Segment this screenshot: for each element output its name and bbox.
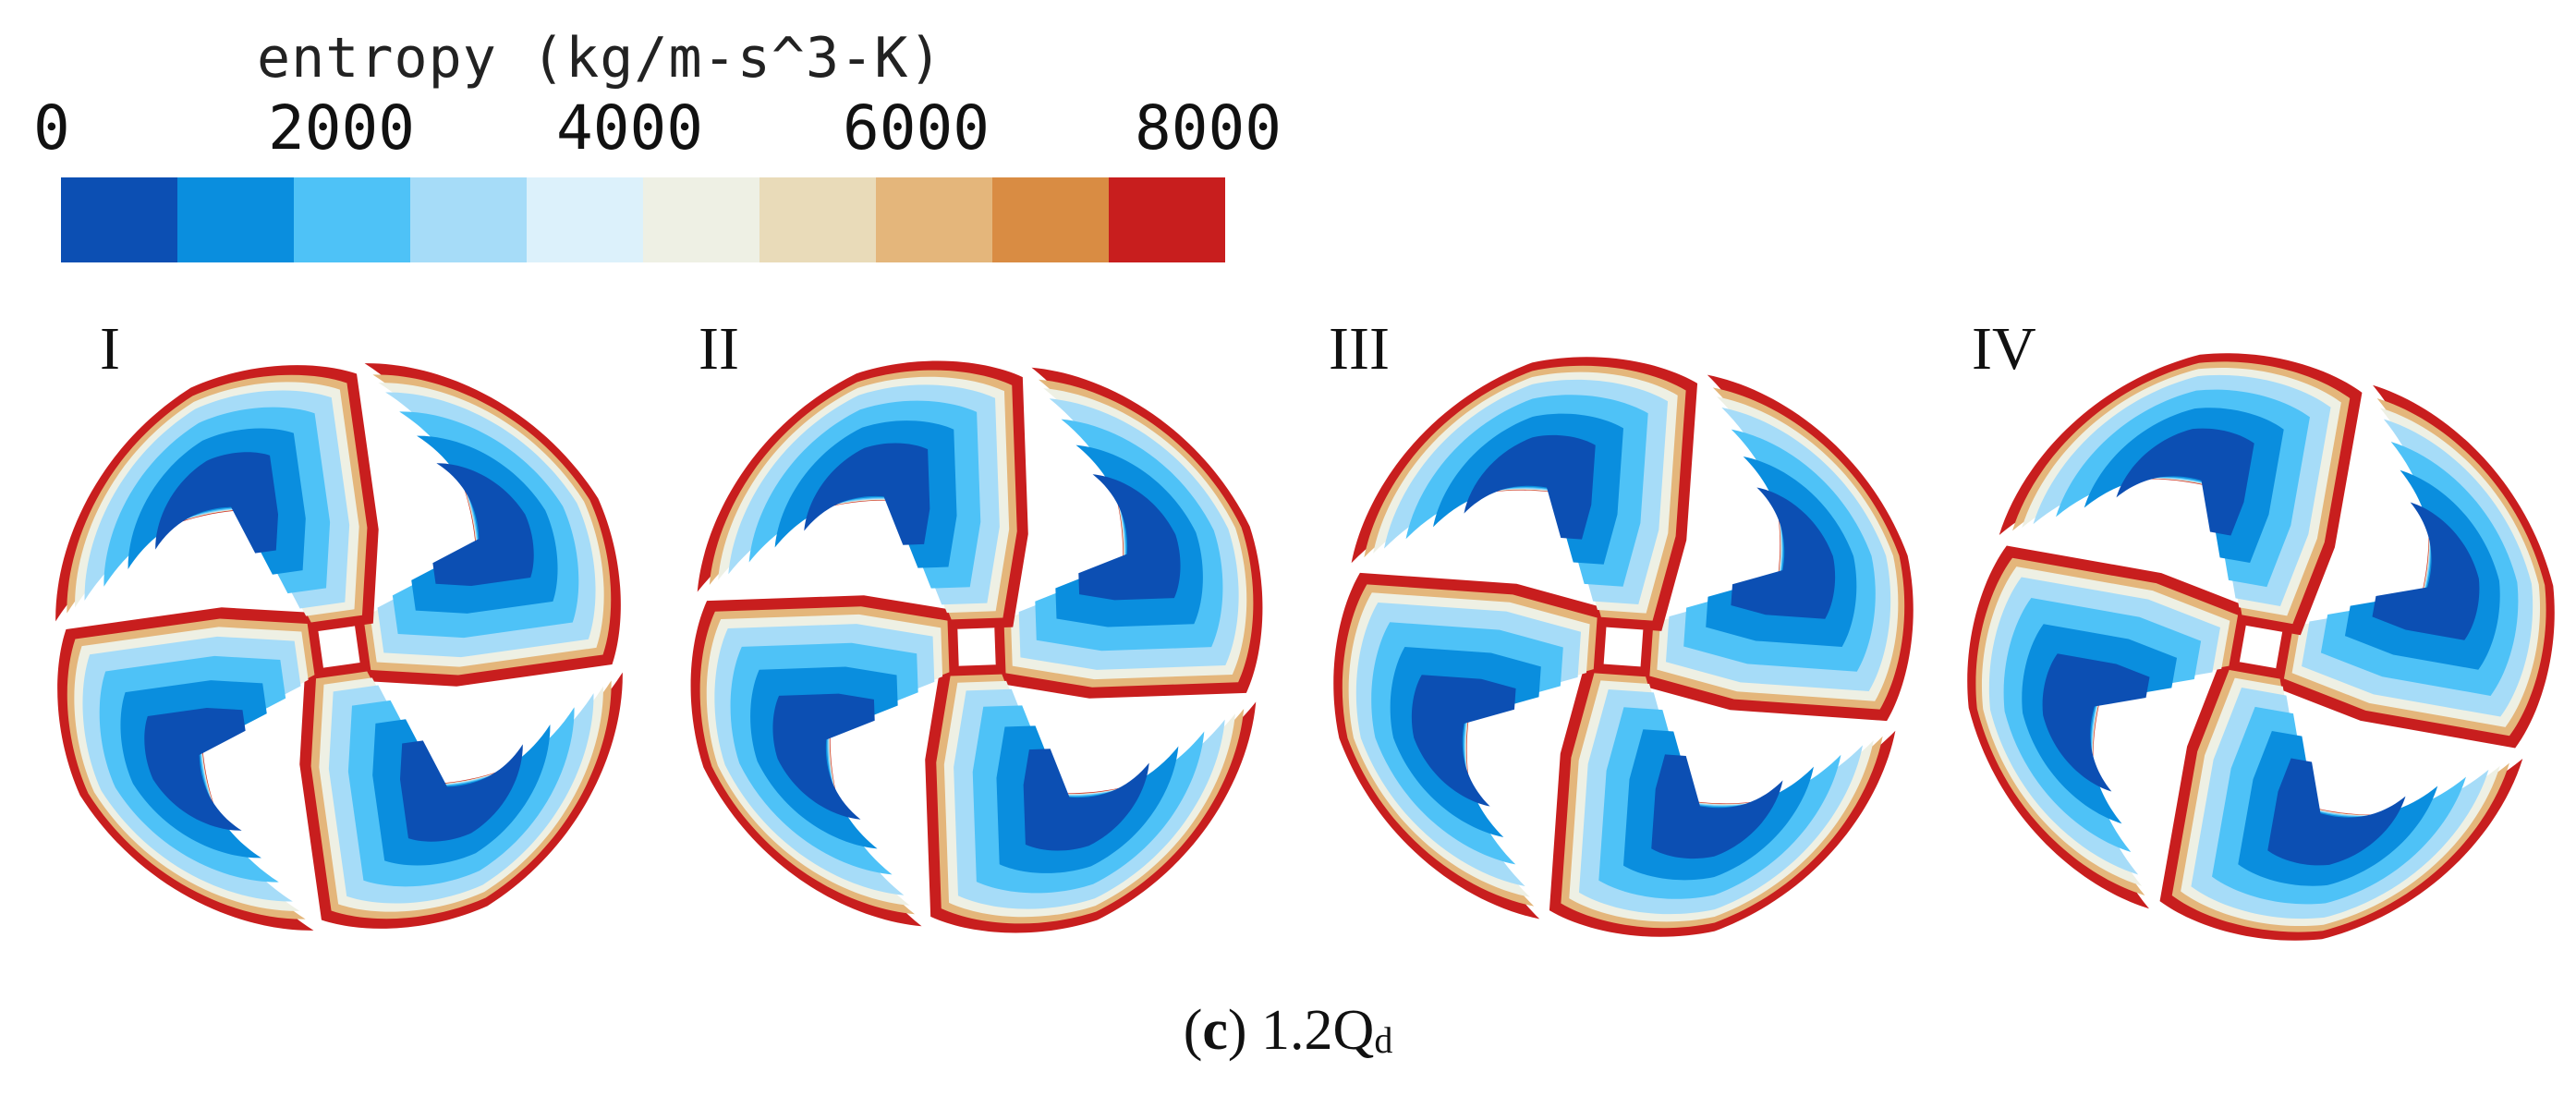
impeller-contour-4	[1967, 353, 2555, 941]
impeller-contour-2	[690, 360, 1263, 933]
colorbar-segment	[527, 177, 643, 262]
colorbar-segment	[410, 177, 527, 262]
contour-band	[1464, 434, 1596, 540]
impeller-contour-3	[1333, 357, 1914, 937]
contour-band	[2267, 758, 2406, 866]
contour-band	[1731, 487, 1836, 619]
panel-label-2: II	[699, 315, 739, 383]
impeller-blade	[57, 607, 323, 931]
impeller-blade	[1351, 357, 1698, 631]
contour-band	[772, 693, 875, 820]
impeller-blade	[299, 663, 623, 929]
impeller-blade	[355, 363, 621, 687]
colorbar-title: entropy (kg/m-s^3-K)	[257, 26, 943, 91]
contour-band	[804, 443, 930, 545]
contour-band	[2042, 653, 2150, 792]
colorbar-tick-8000: 8000	[1135, 92, 1282, 164]
colorbar-segment	[759, 177, 876, 262]
panel-label-1: I	[100, 315, 120, 383]
impeller-blade	[697, 360, 1028, 629]
caption-subscript: d	[1374, 1019, 1393, 1061]
colorbar-tick-2000: 2000	[268, 92, 415, 164]
colorbar-tick-0: 0	[33, 92, 70, 164]
impeller-blade	[1333, 572, 1608, 919]
impeller-blade	[1549, 663, 1896, 937]
colorbar-segment	[876, 177, 992, 262]
impeller-blade	[690, 595, 959, 927]
impeller-contour-1	[55, 363, 623, 931]
figure-caption: (c) 1.2Qd	[1183, 999, 1393, 1062]
panel-label-3: III	[1329, 315, 1390, 383]
impeller-blade	[55, 365, 379, 631]
impeller-blade	[2159, 658, 2523, 941]
colorbar-segment	[992, 177, 1109, 262]
caption-condition: 1.2Q	[1261, 999, 1375, 1062]
impeller-blade	[1999, 353, 2363, 636]
contour-band	[155, 452, 279, 554]
contour-band	[399, 740, 523, 842]
contour-band	[1078, 474, 1181, 601]
colorbar-segment	[177, 177, 294, 262]
impeller-blade	[1639, 374, 1914, 722]
colorbar-segment	[643, 177, 759, 262]
impeller-blade	[1967, 545, 2250, 909]
colorbar-segment	[294, 177, 410, 262]
contour-band	[2372, 502, 2480, 640]
contour-band	[1411, 675, 1516, 807]
contour-band	[1023, 749, 1149, 851]
impeller-blade	[925, 664, 1257, 933]
contour-band	[432, 463, 534, 587]
colorbar-tick-6000: 6000	[843, 92, 990, 164]
impeller-blade	[994, 367, 1263, 699]
contour-band	[144, 707, 246, 831]
colorbar-segment	[61, 177, 177, 262]
contour-band	[1651, 754, 1783, 859]
contour-band	[2116, 428, 2254, 536]
panel-label-4: IV	[1972, 315, 2036, 383]
colorbar-tick-4000: 4000	[556, 92, 703, 164]
colorbar-segment	[1109, 177, 1225, 262]
caption-letter: c	[1202, 999, 1228, 1062]
colorbar	[61, 177, 1225, 262]
impeller-blade	[2272, 384, 2555, 749]
